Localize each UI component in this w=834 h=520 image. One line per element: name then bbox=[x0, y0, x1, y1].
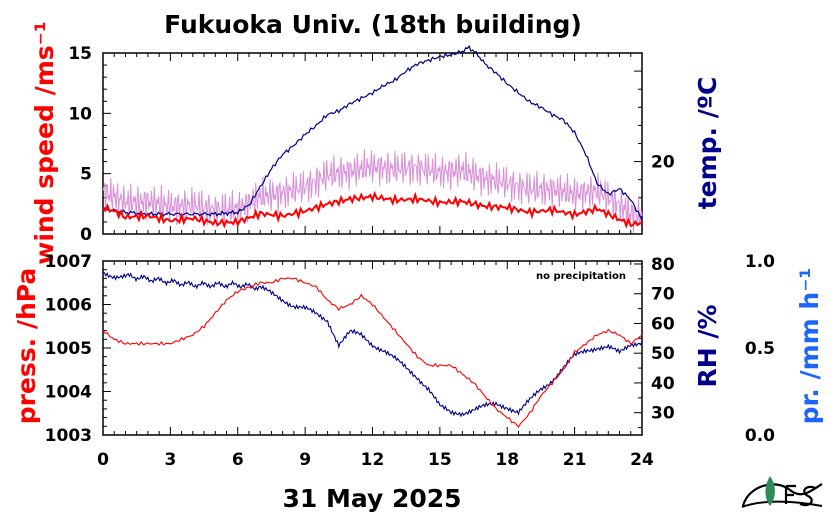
pressure-tick-label: 1004 bbox=[45, 383, 92, 403]
pressure-tick-label: 1003 bbox=[45, 426, 92, 446]
pressure-axis-label: press. /hPa bbox=[12, 268, 41, 425]
precipitation-tick-label: 0.5 bbox=[745, 339, 775, 359]
wind-tick-label: 5 bbox=[80, 165, 92, 185]
bottom-panel-ticks bbox=[102, 261, 643, 436]
date-label: 31 May 2025 bbox=[282, 484, 461, 513]
bottom-panel: no precipitation 1003 1004 1005 1006 1007 30… bbox=[12, 252, 824, 446]
time-tick-label: 15 bbox=[428, 450, 452, 470]
wind-gust-line bbox=[102, 148, 643, 233]
time-tick-label: 12 bbox=[361, 450, 385, 470]
time-tick-label: 21 bbox=[563, 450, 587, 470]
fes-logo-icon bbox=[741, 476, 823, 508]
wind-axis-label: wind speed /ms⁻¹ bbox=[30, 21, 59, 265]
precipitation-axis-label: pr. /mm h⁻¹ bbox=[795, 268, 824, 425]
humidity-axis-label: RH /% bbox=[693, 304, 722, 387]
humidity-tick-label: 30 bbox=[651, 404, 675, 424]
humidity-tick-label: 50 bbox=[651, 344, 675, 364]
temperature-line bbox=[102, 44, 643, 220]
bottom-panel-frame bbox=[102, 260, 643, 436]
wind-tick-label: 15 bbox=[68, 44, 92, 64]
top-panel: 0 5 10 15 20 wind speed /ms⁻¹ temp. /ºC bbox=[30, 21, 722, 265]
humidity-axis-tick-labels: 30 40 50 60 70 80 bbox=[651, 255, 675, 424]
precipitation-axis-tick-labels: 0.0 0.5 1.0 bbox=[745, 252, 775, 446]
humidity-line bbox=[102, 271, 643, 418]
precipitation-tick-label: 1.0 bbox=[745, 252, 775, 272]
pressure-line bbox=[102, 277, 643, 429]
time-tick-label: 0 bbox=[97, 450, 109, 470]
temperature-axis-label: temp. /ºC bbox=[693, 77, 722, 210]
wind-tick-label: 10 bbox=[68, 104, 92, 124]
wind-axis-tick-labels: 0 5 10 15 bbox=[68, 44, 92, 245]
time-tick-label: 9 bbox=[299, 450, 311, 470]
temperature-axis-tick-labels: 20 bbox=[651, 153, 675, 173]
humidity-tick-label: 40 bbox=[651, 374, 675, 394]
pressure-tick-label: 1005 bbox=[45, 339, 92, 359]
time-tick-label: 18 bbox=[495, 450, 519, 470]
wind-tick-label: 0 bbox=[80, 225, 92, 245]
precipitation-tick-label: 0.0 bbox=[745, 426, 775, 446]
wind-speed-line bbox=[102, 190, 643, 229]
time-tick-label: 3 bbox=[164, 450, 176, 470]
precipitation-note: no precipitation bbox=[536, 271, 626, 282]
pressure-tick-label: 1006 bbox=[45, 296, 92, 316]
chart-title: Fukuoka Univ. (18th building) bbox=[164, 10, 582, 39]
time-tick-label: 24 bbox=[630, 450, 654, 470]
humidity-tick-label: 70 bbox=[651, 285, 675, 305]
time-tick-label: 6 bbox=[232, 450, 244, 470]
temperature-tick-label: 20 bbox=[651, 153, 675, 173]
pressure-axis-tick-labels: 1003 1004 1005 1006 1007 bbox=[45, 252, 92, 446]
humidity-tick-label: 80 bbox=[651, 255, 675, 275]
pressure-tick-label: 1007 bbox=[45, 252, 92, 272]
humidity-tick-label: 60 bbox=[651, 314, 675, 334]
time-axis-tick-labels: 0 3 6 9 12 15 18 21 24 bbox=[97, 450, 654, 470]
